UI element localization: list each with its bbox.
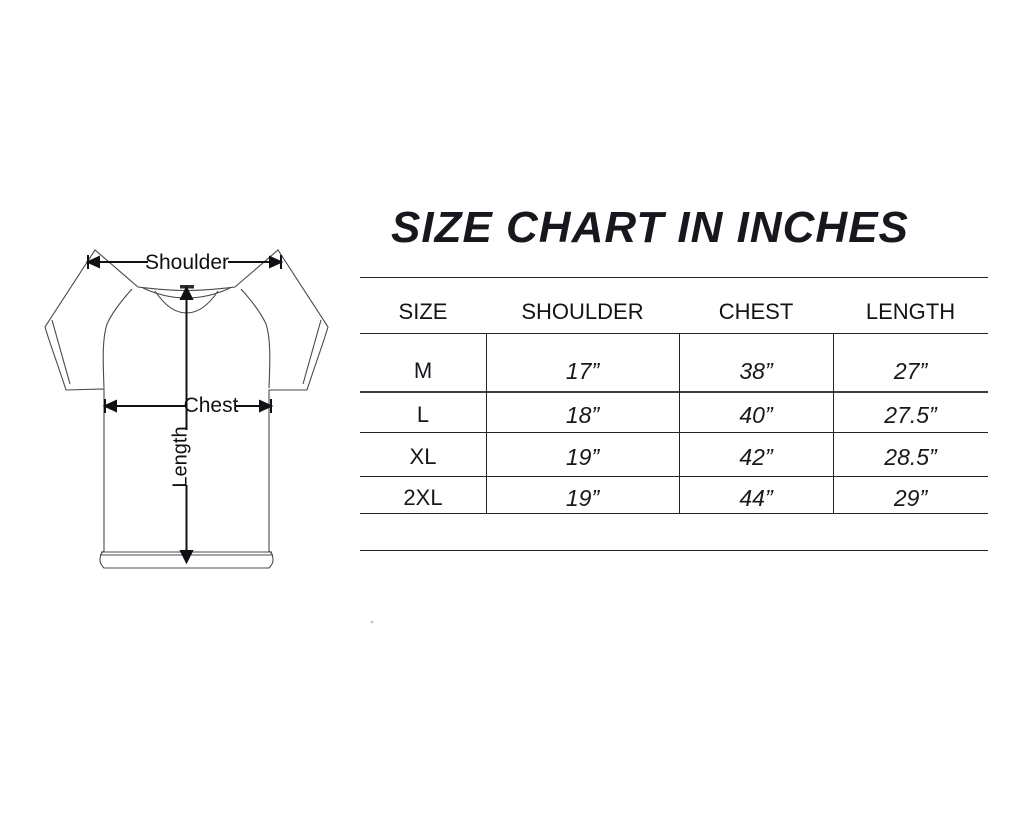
- svg-text:Shoulder: Shoulder: [145, 251, 229, 274]
- svg-text:Length: Length: [170, 426, 192, 487]
- svg-text:Chest: Chest: [184, 394, 239, 417]
